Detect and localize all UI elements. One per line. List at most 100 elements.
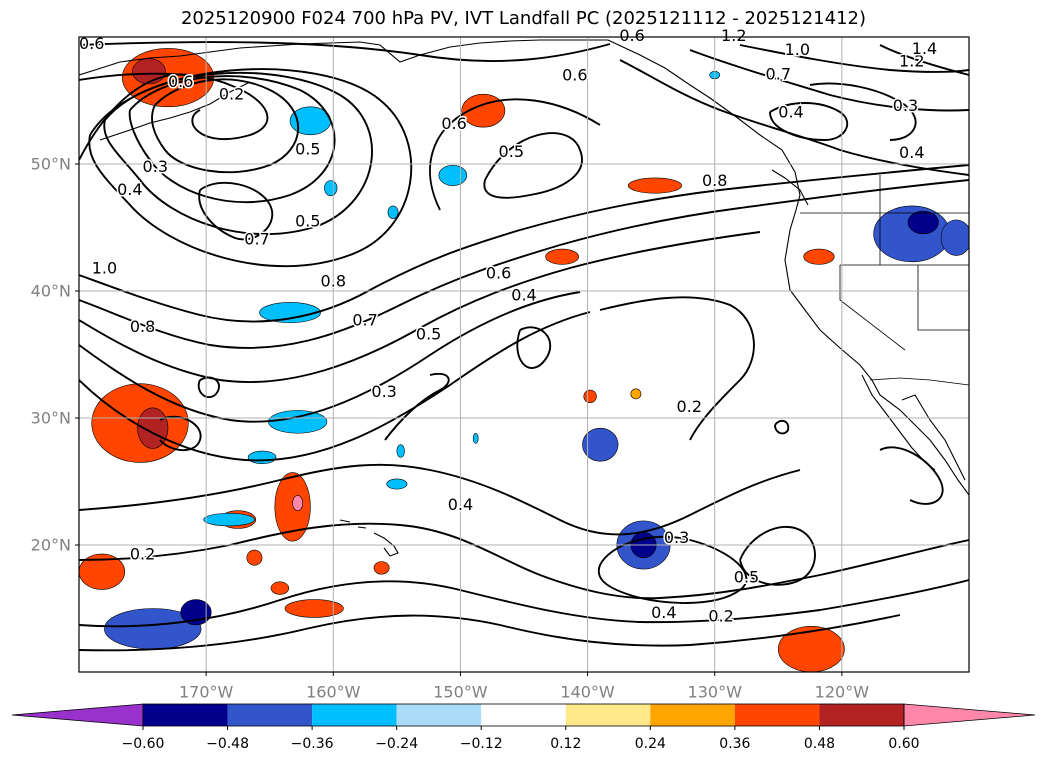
pv-shaded-region (940, 219, 969, 256)
contour-line (79, 291, 581, 423)
contour-line (769, 102, 849, 141)
pv-shaded-region (274, 472, 311, 542)
colorbar-under-extension (11, 703, 144, 727)
colorbar-segment (734, 704, 820, 726)
colorbar-segment (565, 704, 651, 726)
pv-shaded-region (387, 205, 399, 219)
contour-line (79, 72, 269, 141)
colorbar-tick-label: −0.24 (375, 736, 418, 752)
us-mexico-border (869, 377, 969, 386)
lat-tick-label: 30°N (31, 409, 71, 428)
contour-label: 0.3 (371, 382, 396, 401)
pv-shaded-region (292, 495, 304, 512)
colorbar-tick-label: 0.48 (804, 736, 835, 752)
pv-shaded-region (630, 388, 642, 400)
contour-label: 0.3 (893, 96, 918, 115)
vancouver-island (771, 169, 809, 206)
figure-title: 2025120900 F024 700 hPa PV, IVT Landfall… (180, 8, 867, 29)
pv-shaded-region (203, 512, 255, 527)
contour-line (739, 44, 969, 73)
graticule (79, 37, 969, 672)
contour-label: 0.2 (677, 397, 702, 416)
pv-shaded-region (907, 210, 939, 235)
lon-tick-label: 150°W (433, 683, 488, 702)
colorbar-tick-label: −0.36 (291, 736, 334, 752)
contour-label: 1.2 (721, 26, 746, 45)
contour-line (689, 49, 969, 112)
contour-label: 0.2 (708, 607, 733, 626)
pv-shaded-region (472, 432, 479, 444)
contour-label: 0.7 (244, 229, 269, 248)
contour-label: 1.0 (92, 259, 117, 278)
contour-line (79, 41, 611, 62)
lat-tick-label: 40°N (31, 282, 71, 301)
colorbar-tick-label: 0.36 (719, 736, 750, 752)
pv-contours (79, 41, 969, 652)
colorbar-tick-label: 0.60 (888, 736, 919, 752)
north-america-coastline (607, 39, 969, 496)
contour-line (809, 82, 917, 141)
contour-label: 0.6 (168, 72, 193, 91)
contour-line (79, 522, 969, 600)
contour-label: 0.6 (441, 114, 466, 133)
pv-shaded-region (284, 599, 344, 618)
colorbar-segment (143, 704, 228, 726)
contour-line (198, 181, 274, 241)
contour-line (879, 446, 944, 505)
contour-label: 0.5 (295, 139, 320, 158)
pv-shaded-region (627, 177, 682, 194)
pv-shaded-region (270, 581, 290, 595)
contour-label: 0.3 (664, 528, 689, 547)
pv-shaded-region (247, 450, 277, 465)
lon-tick-label: 140°W (560, 683, 615, 702)
lon-tick-label: 160°W (306, 683, 361, 702)
colorbar-segment (481, 704, 566, 726)
contour-label: 0.4 (651, 603, 676, 622)
contour-label: 0.4 (117, 180, 142, 199)
colorbar-segment (227, 704, 313, 726)
contour-label: 0.7 (352, 311, 377, 330)
contour-line (103, 71, 373, 236)
contour-line (79, 579, 969, 628)
pv-shaded-region (386, 478, 408, 490)
contour-line (197, 376, 220, 398)
lon-tick-label: 120°W (815, 683, 870, 702)
contour-line (79, 73, 191, 161)
contour-label: 0.7 (766, 64, 791, 83)
lon-tick-label: 170°W (179, 683, 234, 702)
contour-line (739, 525, 816, 586)
colorbar-frame (142, 703, 905, 727)
colorbar-tick-label: −0.60 (122, 736, 165, 752)
pv-shaded-region (396, 444, 405, 458)
contour-line (384, 372, 450, 441)
contour-label: 0.8 (702, 171, 727, 190)
pv-shaded-region (438, 164, 468, 186)
contour-line (79, 614, 901, 652)
contour-line (429, 98, 601, 211)
pv-shaded-region (259, 302, 321, 324)
contour-line (159, 415, 202, 452)
pv-shaded-region (79, 553, 126, 590)
contour-label: 0.8 (321, 271, 346, 290)
contour-label: 0.5 (416, 325, 441, 344)
alaska-coastline (79, 39, 608, 76)
contour-label: 0.4 (448, 495, 473, 514)
lat-tick-label: 20°N (31, 536, 71, 555)
state-lines (839, 175, 969, 351)
lon-tick-label: 130°W (688, 683, 743, 702)
contour-labels: 0.60.60.20.30.40.50.50.71.00.80.8 0.70.60… (77, 25, 938, 627)
colorbar: −0.60 −0.48 −0.36 −0.24 −0.12 0.12 0.24 0.36 0.4… (11, 703, 1036, 752)
lat-tick-label: 50°N (31, 155, 71, 174)
contour-label: 0.5 (295, 212, 320, 231)
contour-label: 1.2 (899, 52, 924, 71)
shaded-pv-field (79, 48, 969, 672)
colorbar-tick-label: 0.24 (635, 736, 666, 752)
contour-line (88, 68, 413, 268)
political-borders (800, 175, 969, 386)
pv-shaded-region (582, 427, 619, 462)
contour-line (79, 164, 969, 323)
contour-label: 0.3 (143, 157, 168, 176)
colorbar-over-extension (903, 703, 1036, 727)
colorbar-segment (650, 704, 735, 726)
